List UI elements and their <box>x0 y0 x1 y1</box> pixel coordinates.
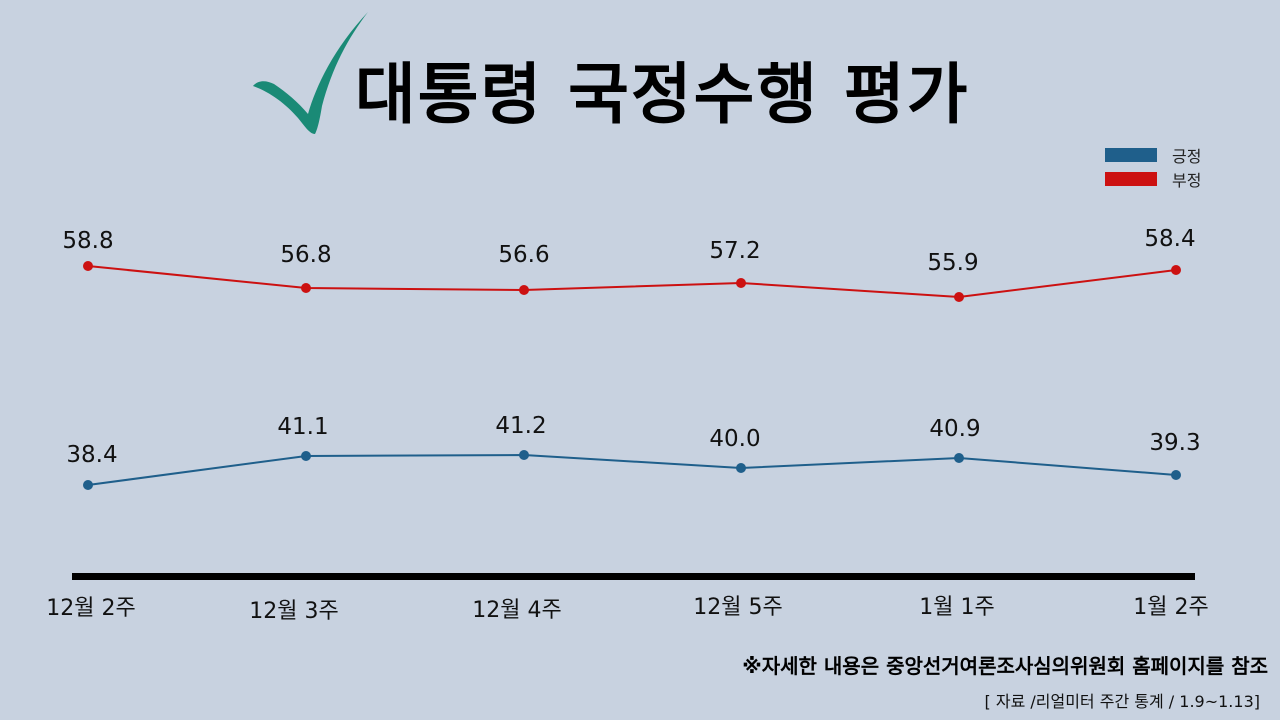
data-label: 40.0 <box>709 426 760 452</box>
legend-item-negative: 부정 <box>1105 167 1201 191</box>
check-icon <box>253 12 368 134</box>
legend-label-negative: 부정 <box>1172 171 1202 190</box>
x-tick-label: 1월 2주 <box>1133 595 1208 620</box>
data-point <box>736 278 746 288</box>
x-axis-labels: 12월 2주 12월 3주 12월 4주 12월 5주 1월 1주 1월 2주 <box>46 595 1208 624</box>
title-block: 대통령 국정수행 평가 <box>250 10 1030 140</box>
data-point <box>301 451 311 461</box>
data-point <box>519 285 529 295</box>
data-label: 41.1 <box>277 414 328 440</box>
x-tick-label: 12월 2주 <box>46 596 135 621</box>
data-point <box>519 450 529 460</box>
series-points-negative <box>83 261 1181 302</box>
source-note: [ 자료 /리얼미터 주간 통계 / 1.9~1.13] <box>984 692 1260 711</box>
data-label: 56.6 <box>498 242 549 268</box>
legend-label-positive: 긍정 <box>1172 147 1202 166</box>
data-label: 39.3 <box>1149 430 1200 456</box>
data-label: 40.9 <box>929 416 980 442</box>
data-point <box>736 463 746 473</box>
data-label: 57.2 <box>709 238 760 264</box>
data-label: 58.4 <box>1144 226 1195 252</box>
data-label: 55.9 <box>927 250 978 276</box>
x-tick-label: 12월 4주 <box>472 598 561 623</box>
series-labels-negative: 58.8 56.8 56.6 57.2 55.9 58.4 <box>62 226 1195 276</box>
data-point <box>1171 265 1181 275</box>
legend-item-positive: 긍정 <box>1105 143 1201 167</box>
data-label: 58.8 <box>62 228 113 254</box>
legend-swatch-negative <box>1105 172 1157 186</box>
series-labels-positive: 38.4 41.1 41.2 40.0 40.9 39.3 <box>66 413 1200 468</box>
chart-legend: 긍정 부정 <box>1105 143 1201 191</box>
x-tick-label: 12월 5주 <box>693 595 782 620</box>
data-point <box>83 261 93 271</box>
series-line-positive <box>87 453 1177 486</box>
x-axis-line <box>72 573 1195 580</box>
x-tick-label: 12월 3주 <box>249 599 338 624</box>
x-tick-label: 1월 1주 <box>919 595 994 620</box>
data-label: 56.8 <box>280 242 331 268</box>
data-point <box>954 453 964 463</box>
data-label: 41.2 <box>495 413 546 439</box>
series-points-positive <box>83 450 1181 490</box>
series-line-negative <box>87 265 1177 299</box>
legend-swatch-positive <box>1105 148 1157 162</box>
data-label: 38.4 <box>66 442 117 468</box>
data-point <box>83 480 93 490</box>
chart-title: 대통령 국정수행 평가 <box>355 56 970 133</box>
data-point <box>301 283 311 293</box>
data-point <box>1171 470 1181 480</box>
footnote: ※자세한 내용은 중앙선거여론조사심의위원회 홈페이지를 참조 <box>742 654 1268 678</box>
data-point <box>954 292 964 302</box>
